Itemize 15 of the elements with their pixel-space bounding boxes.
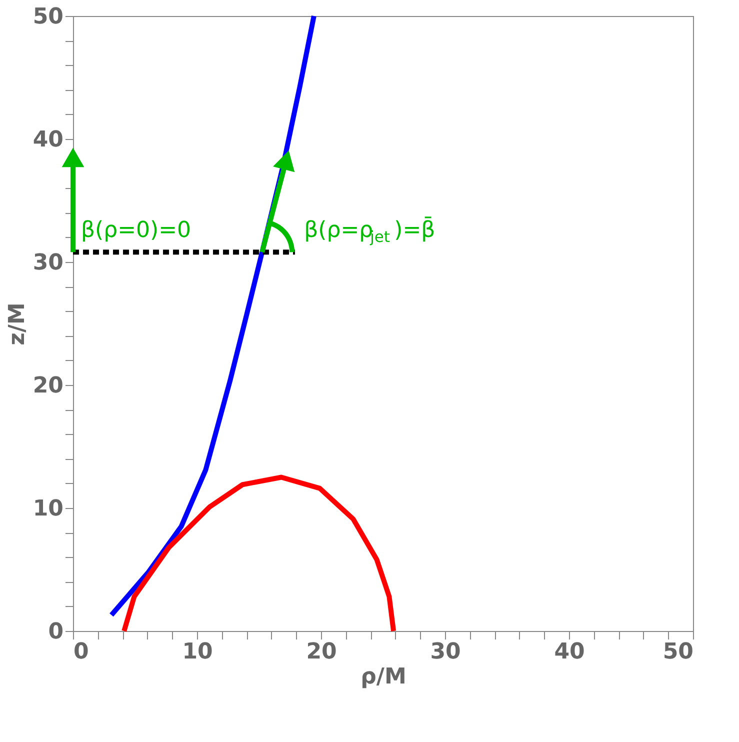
x-tick-label: 0	[74, 640, 89, 664]
y-tick-label: 40	[32, 128, 64, 152]
y-tick-label: 0	[48, 620, 64, 644]
x-tick-label: 10	[182, 640, 213, 664]
y-tick-label: 10	[32, 496, 64, 522]
y-tick-label: 20	[32, 374, 64, 398]
x-tick-label: 20	[306, 640, 337, 664]
x-tick-label: 40	[554, 640, 585, 664]
x-axis-title: ρ/M	[360, 664, 406, 690]
y-tick-label: 50	[32, 4, 64, 30]
y-axis-title: z/M	[4, 302, 30, 346]
y-tick-label: 30	[32, 250, 64, 276]
x-tick-label: 50	[662, 640, 694, 664]
x-tick-label: 30	[430, 640, 461, 664]
annotation: β(ρ=0)=0	[81, 218, 192, 244]
